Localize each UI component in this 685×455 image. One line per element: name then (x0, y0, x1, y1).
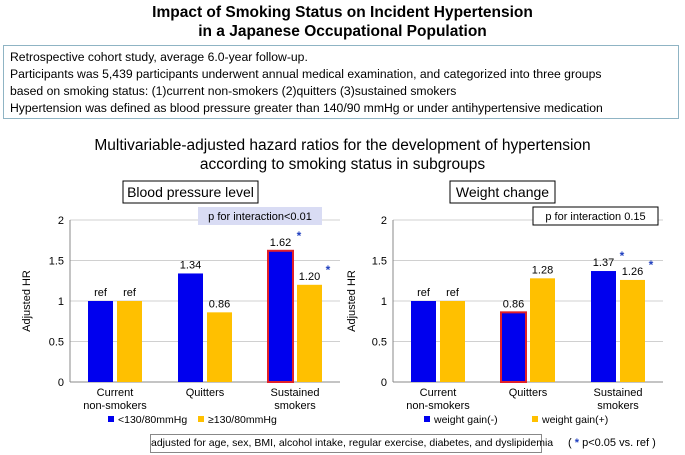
bar (207, 312, 232, 382)
interaction-box (532, 206, 659, 226)
legend-swatch (198, 416, 204, 422)
y-tick-label: 2 (381, 215, 387, 227)
bar (411, 301, 436, 382)
x-tick-label: Sustained (594, 387, 643, 399)
bar (88, 301, 113, 382)
x-tick-label: smokers (274, 400, 316, 412)
x-tick-label: non-smokers (406, 400, 470, 412)
y-tick-label: 0 (58, 377, 64, 389)
interaction-box (198, 207, 322, 225)
main-title: Impact of Smoking Status on Incident Hyp… (0, 3, 685, 41)
data-label: 1.37 (593, 257, 614, 269)
legend-swatch (424, 416, 430, 422)
y-tick-label: 1.5 (372, 256, 387, 268)
y-tick-label: 0.5 (49, 337, 64, 349)
panel-title-box (449, 180, 556, 204)
y-tick-label: 1.5 (49, 256, 64, 268)
data-label: 1.28 (532, 264, 553, 276)
data-label: 0.86 (209, 298, 230, 310)
data-label: 1.34 (180, 259, 201, 271)
significance-note: ( * p<0.05 vs. ref ) (568, 436, 656, 451)
y-tick-label: 0.5 (372, 337, 387, 349)
x-tick-label: non-smokers (83, 400, 147, 412)
significance-note-text: p<0.05 vs. ref ) (579, 437, 656, 449)
subtitle-line-2: according to smoking status in subgroups (199, 156, 486, 173)
bar (620, 279, 645, 382)
legend-swatch (108, 416, 114, 422)
study-line-3: based on smoking status: (1)current non-… (10, 84, 457, 98)
legend-swatch (532, 416, 538, 422)
panel-title: Blood pressure level (127, 184, 254, 200)
x-tick-label: Sustained (271, 387, 320, 399)
y-tick-label: 2 (58, 215, 64, 227)
significance-star-icon: * (297, 229, 302, 243)
significance-star-icon: * (574, 437, 580, 449)
adjustment-footnote: adjusted for age, sex, BMI, alcohol inta… (150, 434, 553, 453)
bar (591, 271, 616, 382)
data-label: ref (417, 287, 431, 299)
interaction-label: p for interaction<0.01 (208, 211, 312, 223)
y-axis-label: Adjusted HR (21, 270, 33, 332)
data-label: 0.86 (503, 298, 524, 310)
study-line-2: Participants was 5,439 participants unde… (10, 67, 602, 81)
bar (500, 311, 527, 383)
subtitle-line-1: Multivariable-adjusted hazard ratios for… (94, 137, 591, 154)
legend-label: weight gain(+) (541, 414, 608, 426)
y-tick-label: 1 (58, 296, 64, 308)
bar (117, 301, 142, 382)
figure-subtitle: Multivariable-adjusted hazard ratios for… (0, 136, 685, 174)
main-title-line-1: Impact of Smoking Status on Incident Hyp… (152, 4, 533, 21)
data-label: ref (94, 287, 108, 299)
bar (178, 273, 203, 382)
legend-label: ≥130/80mmHg (208, 414, 277, 426)
x-tick-label: Quitters (186, 387, 225, 399)
significance-star-icon: * (649, 258, 654, 272)
significance-star-icon: * (620, 249, 625, 263)
bar (267, 249, 294, 383)
bar (440, 301, 465, 382)
x-tick-label: Current (420, 387, 457, 399)
x-tick-label: Current (97, 387, 134, 399)
significance-star-icon: * (326, 263, 331, 277)
study-description-box: Retrospective cohort study, average 6.0-… (3, 45, 679, 119)
significance-note-open: ( (568, 437, 575, 449)
y-axis-label: Adjusted HR (346, 270, 358, 332)
data-label: 1.26 (622, 266, 643, 278)
data-label: 1.62 (270, 237, 291, 249)
x-tick-label: smokers (597, 400, 639, 412)
study-line-4: Hypertension was defined as blood pressu… (10, 101, 603, 115)
interaction-label: p for interaction 0.15 (545, 211, 645, 223)
data-label: ref (446, 287, 460, 299)
legend-label: weight gain(-) (433, 414, 498, 426)
x-tick-label: Quitters (509, 387, 548, 399)
legend-label: <130/80mmHg (118, 414, 187, 426)
y-tick-label: 0 (381, 377, 387, 389)
data-label: 1.20 (299, 271, 320, 283)
study-line-1: Retrospective cohort study, average 6.0-… (10, 50, 308, 64)
y-tick-label: 1 (381, 296, 387, 308)
panel-title-box (122, 180, 259, 204)
panel-title: Weight change (456, 184, 549, 200)
bar (530, 278, 555, 382)
main-title-line-2: in a Japanese Occupational Population (198, 23, 487, 40)
bar (297, 284, 322, 382)
data-label: ref (123, 287, 137, 299)
